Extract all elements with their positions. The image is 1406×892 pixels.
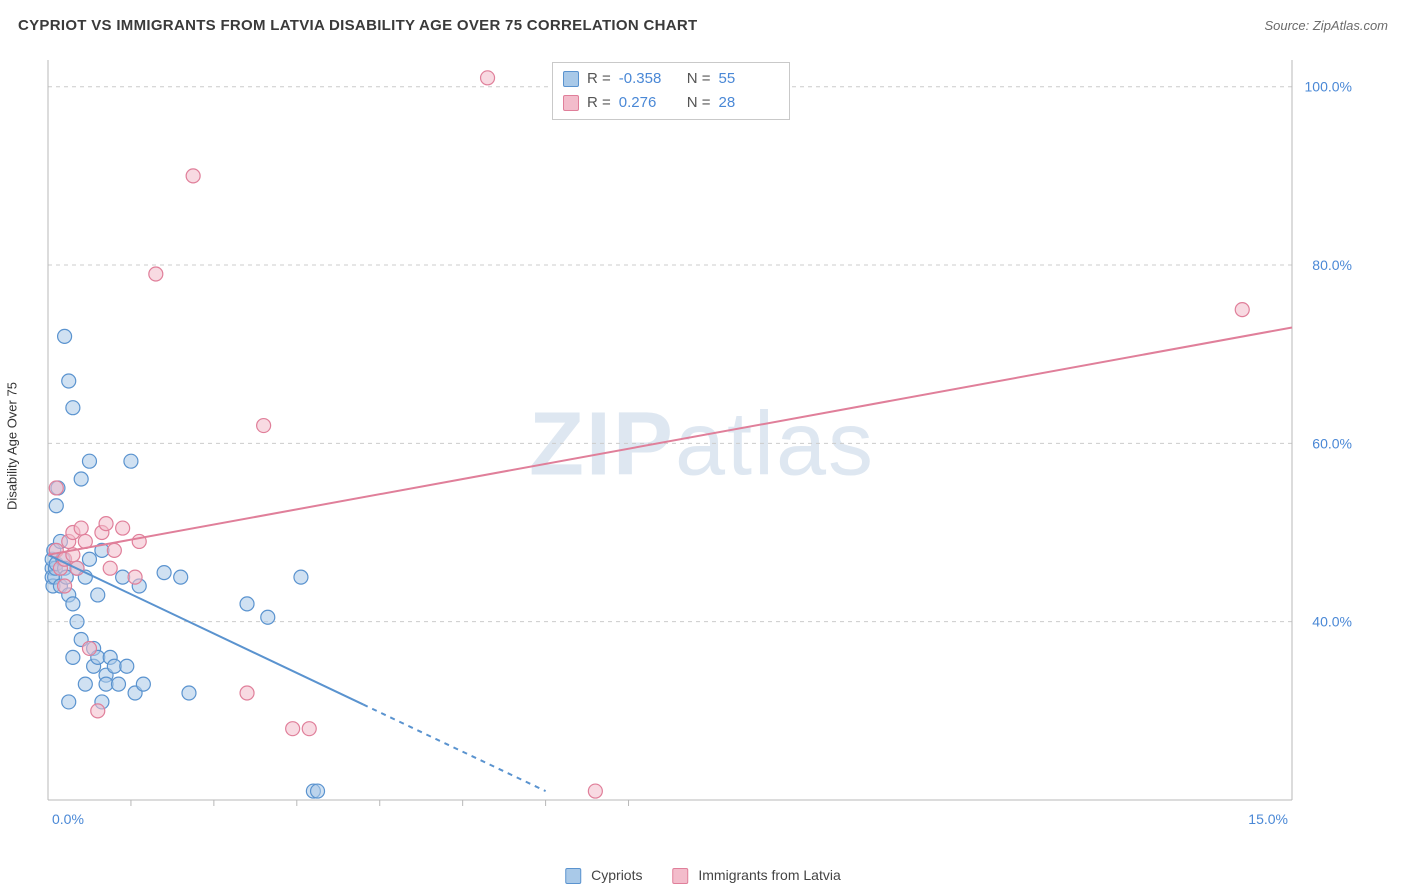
svg-text:40.0%: 40.0% [1312, 614, 1352, 630]
source-attribution: Source: ZipAtlas.com [1264, 18, 1388, 33]
series-legend: Cypriots Immigrants from Latvia [565, 867, 841, 884]
legend-item: Immigrants from Latvia [672, 867, 840, 884]
svg-text:60.0%: 60.0% [1312, 435, 1352, 451]
series-swatch-icon [565, 868, 581, 884]
legend-item: Cypriots [565, 867, 642, 884]
r-value: -0.358 [619, 67, 679, 91]
chart-title: CYPRIOT VS IMMIGRANTS FROM LATVIA DISABI… [18, 17, 697, 34]
series-swatch-icon [563, 71, 579, 87]
stats-row: R = 0.276 N = 28 [563, 91, 779, 115]
svg-text:0.0%: 0.0% [52, 811, 84, 827]
svg-text:15.0%: 15.0% [1248, 811, 1288, 827]
r-value: 0.276 [619, 91, 679, 115]
scatter-plot: 40.0% 60.0% 80.0% 100.0% 0.0% 15.0% [42, 60, 1362, 830]
n-value: 55 [719, 67, 779, 91]
chart-plot-area: ZIPatlas 40.0%60.0%80.0%100.0%0.0%15.0% [42, 60, 1362, 830]
series-swatch-icon [563, 95, 579, 111]
stats-row: R = -0.358 N = 55 [563, 67, 779, 91]
series-swatch-icon [672, 868, 688, 884]
chart-header: CYPRIOT VS IMMIGRANTS FROM LATVIA DISABI… [0, 0, 1406, 40]
svg-text:100.0%: 100.0% [1305, 79, 1352, 95]
legend-label: Immigrants from Latvia [698, 867, 840, 883]
stats-legend: R = -0.358 N = 55 R = 0.276 N = 28 [552, 62, 790, 120]
y-axis-label: Disability Age Over 75 [5, 382, 20, 510]
legend-label: Cypriots [591, 867, 642, 883]
n-value: 28 [719, 91, 779, 115]
svg-text:80.0%: 80.0% [1312, 257, 1352, 273]
